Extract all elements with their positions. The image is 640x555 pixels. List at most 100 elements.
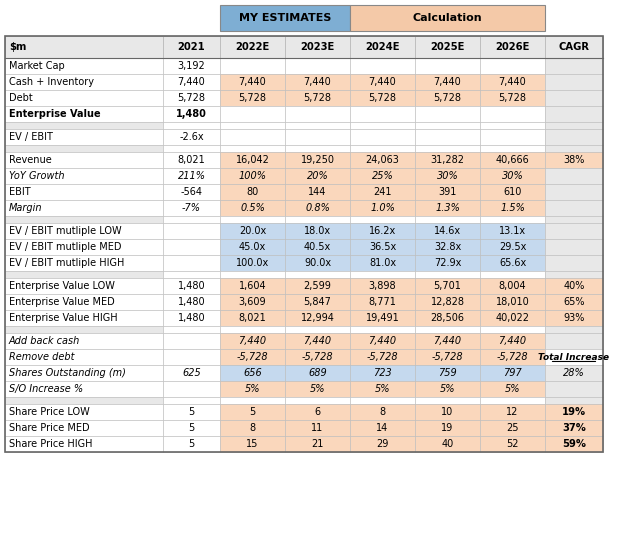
Text: 100%: 100%	[239, 171, 266, 181]
Bar	[350, 168, 415, 184]
Bar	[480, 152, 545, 168]
Text: 0.5%: 0.5%	[240, 203, 265, 213]
Bar	[5, 106, 163, 122]
Text: Enterprise Value LOW: Enterprise Value LOW	[9, 281, 115, 291]
Bar	[350, 36, 415, 58]
Text: 5%: 5%	[244, 384, 260, 394]
Text: 759: 759	[438, 368, 457, 378]
Bar	[415, 36, 480, 58]
Bar	[220, 381, 285, 397]
Bar	[350, 294, 415, 310]
Text: 1,480: 1,480	[176, 109, 207, 119]
Bar	[415, 106, 480, 122]
Text: 52: 52	[506, 439, 519, 449]
Bar	[350, 216, 415, 223]
Bar	[5, 349, 163, 365]
Bar	[480, 90, 545, 106]
Bar	[285, 271, 350, 278]
Text: 3,192: 3,192	[178, 61, 205, 71]
Text: Margin: Margin	[9, 203, 42, 213]
Bar	[163, 145, 220, 152]
Text: 8,004: 8,004	[499, 281, 526, 291]
Bar	[415, 168, 480, 184]
Bar	[5, 436, 163, 452]
Bar	[350, 184, 415, 200]
Bar	[350, 397, 415, 404]
Bar	[545, 271, 603, 278]
Bar	[5, 145, 163, 152]
Text: 8,771: 8,771	[369, 297, 396, 307]
Text: Shares Outstanding (m): Shares Outstanding (m)	[9, 368, 126, 378]
Bar	[480, 200, 545, 216]
Text: 211%: 211%	[177, 171, 205, 181]
Bar	[285, 404, 350, 420]
Text: 5,728: 5,728	[433, 93, 461, 103]
Text: Enterprise Value: Enterprise Value	[9, 109, 100, 119]
Bar	[545, 36, 603, 58]
Bar	[220, 168, 285, 184]
Bar	[415, 90, 480, 106]
Text: 8,021: 8,021	[178, 155, 205, 165]
Bar	[220, 349, 285, 365]
Text: 28%: 28%	[563, 368, 585, 378]
Text: 2024E: 2024E	[365, 42, 400, 52]
Text: 5,847: 5,847	[303, 297, 332, 307]
Bar	[545, 145, 603, 152]
Text: 7,440: 7,440	[303, 336, 332, 346]
Text: 7,440: 7,440	[434, 77, 461, 87]
Bar	[5, 271, 163, 278]
Bar	[220, 420, 285, 436]
Text: 6: 6	[314, 407, 321, 417]
Bar	[480, 349, 545, 365]
Bar	[285, 239, 350, 255]
Bar	[480, 310, 545, 326]
Text: 656: 656	[243, 368, 262, 378]
Bar	[163, 326, 220, 333]
Bar	[350, 223, 415, 239]
Bar	[163, 90, 220, 106]
Bar	[285, 223, 350, 239]
Bar	[545, 255, 603, 271]
Bar	[480, 271, 545, 278]
Text: 12,828: 12,828	[431, 297, 465, 307]
Text: 689: 689	[308, 368, 327, 378]
Bar	[220, 74, 285, 90]
Text: 5: 5	[250, 407, 255, 417]
Text: -7%: -7%	[182, 203, 201, 213]
Text: -2.6x: -2.6x	[179, 132, 204, 142]
Text: 65%: 65%	[563, 297, 585, 307]
Text: 5,728: 5,728	[303, 93, 332, 103]
Bar	[285, 397, 350, 404]
Text: 8: 8	[250, 423, 255, 433]
Bar	[5, 184, 163, 200]
Bar	[285, 420, 350, 436]
Bar	[415, 58, 480, 74]
Bar	[5, 58, 163, 74]
Text: 7,440: 7,440	[369, 77, 396, 87]
Bar	[163, 278, 220, 294]
Text: Cash + Inventory: Cash + Inventory	[9, 77, 94, 87]
Bar	[415, 278, 480, 294]
Text: 93%: 93%	[563, 313, 585, 323]
Bar	[350, 310, 415, 326]
Bar	[5, 333, 163, 349]
Bar	[163, 74, 220, 90]
Text: 11: 11	[312, 423, 324, 433]
Text: 2025E: 2025E	[430, 42, 465, 52]
Bar	[285, 200, 350, 216]
Bar	[220, 36, 285, 58]
Bar	[415, 326, 480, 333]
Bar	[415, 333, 480, 349]
Text: 30%: 30%	[502, 171, 524, 181]
Text: 19%: 19%	[562, 407, 586, 417]
Bar	[5, 239, 163, 255]
Bar	[350, 255, 415, 271]
Bar	[163, 184, 220, 200]
Bar	[350, 58, 415, 74]
Bar	[480, 36, 545, 58]
Bar	[220, 271, 285, 278]
Bar	[220, 106, 285, 122]
Bar	[285, 74, 350, 90]
Text: Share Price MED: Share Price MED	[9, 423, 90, 433]
Bar	[415, 310, 480, 326]
